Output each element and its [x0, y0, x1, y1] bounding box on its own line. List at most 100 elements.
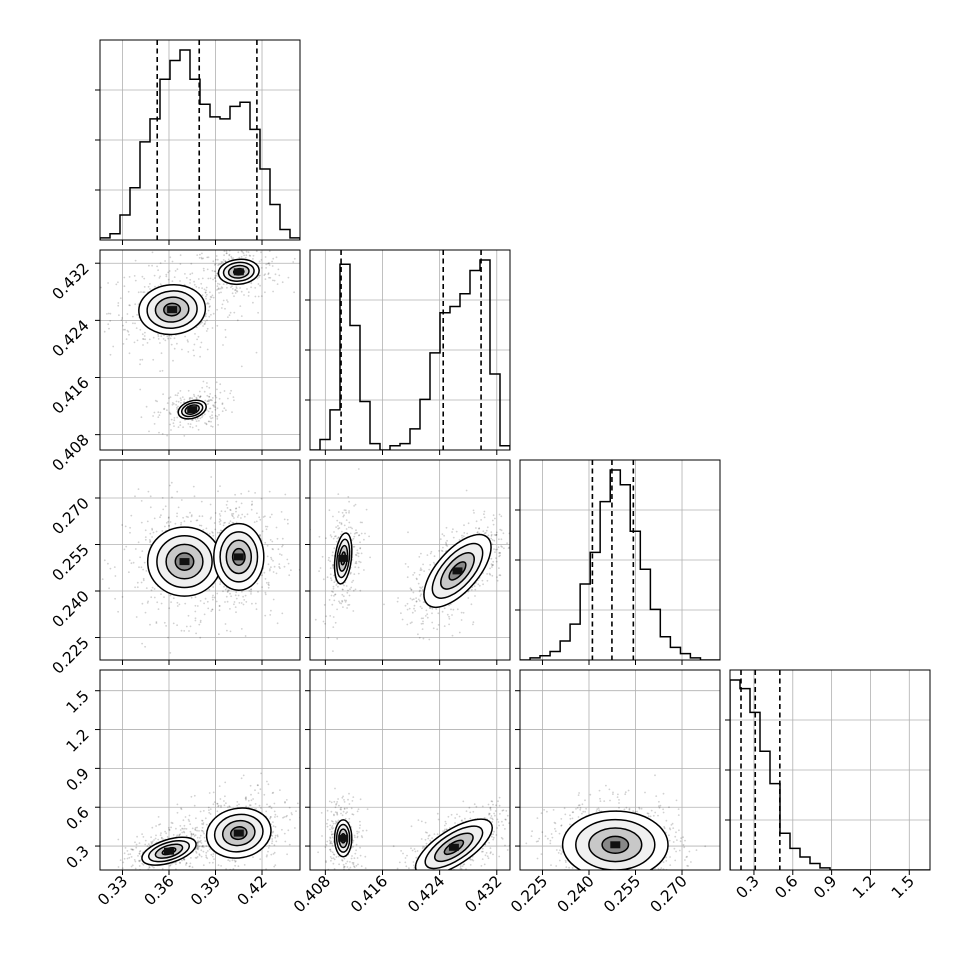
- scatter-point: [546, 810, 548, 813]
- scatter-point: [235, 507, 238, 510]
- scatter-point: [495, 531, 498, 534]
- scatter-point: [159, 411, 162, 414]
- scatter-point: [126, 877, 128, 879]
- scatter-point: [160, 514, 162, 517]
- scatter-point: [164, 830, 167, 833]
- scatter-point: [185, 862, 188, 864]
- scatter-point: [260, 267, 263, 269]
- scatter-point: [118, 314, 120, 317]
- scatter-point: [461, 865, 464, 867]
- scatter-point: [334, 621, 337, 624]
- scatter-point: [209, 295, 212, 298]
- scatter-point: [498, 804, 501, 807]
- scatter-point: [354, 842, 356, 844]
- scatter-point: [645, 886, 647, 888]
- scatter-point: [419, 586, 421, 589]
- density-peak: [233, 553, 244, 561]
- scatter-point: [281, 612, 284, 615]
- scatter-point: [326, 819, 329, 821]
- scatter-point: [451, 531, 453, 533]
- scatter-point: [512, 816, 514, 818]
- scatter-point: [191, 827, 194, 830]
- scatter-point: [127, 571, 130, 574]
- scatter-point: [141, 333, 144, 336]
- scatter-point: [409, 886, 411, 888]
- scatter-point: [442, 830, 444, 833]
- scatter-point: [343, 808, 346, 810]
- scatter-point: [419, 881, 421, 883]
- scatter-point: [201, 515, 204, 518]
- scatter-point: [100, 286, 102, 289]
- scatter-point: [183, 858, 186, 861]
- scatter-point: [487, 857, 490, 860]
- scatter-point: [491, 818, 494, 821]
- scatter-point: [491, 543, 494, 546]
- scatter-point: [501, 809, 504, 812]
- scatter-point: [211, 596, 214, 599]
- scatter-point: [196, 847, 199, 850]
- scatter-point: [577, 804, 580, 807]
- scatter-point: [267, 783, 270, 786]
- scatter-point: [431, 837, 433, 839]
- scatter-point: [455, 530, 458, 533]
- scatter-point: [506, 849, 509, 851]
- scatter-point: [182, 819, 185, 822]
- scatter-point: [171, 402, 174, 404]
- scatter-point: [213, 270, 216, 273]
- scatter-point: [336, 821, 339, 823]
- scatter-point: [235, 247, 237, 249]
- scatter-point: [634, 810, 637, 813]
- scatter-point: [490, 815, 493, 817]
- scatter-point: [348, 821, 351, 824]
- scatter-point: [179, 825, 182, 827]
- scatter-point: [623, 876, 625, 878]
- scatter-point: [152, 531, 155, 534]
- scatter-point: [564, 859, 567, 862]
- scatter-point: [338, 527, 341, 529]
- scatter-point: [357, 566, 360, 569]
- scatter-point: [355, 532, 357, 534]
- scatter-point: [132, 315, 134, 318]
- scatter-point: [169, 412, 171, 415]
- scatter-point: [172, 622, 175, 625]
- scatter-point: [98, 870, 100, 872]
- scatter-point: [219, 287, 222, 290]
- scatter-point: [271, 540, 274, 543]
- scatter-point: [413, 607, 415, 610]
- scatter-point: [227, 806, 229, 808]
- scatter-point: [264, 614, 267, 617]
- scatter-point: [144, 839, 147, 842]
- scatter-point: [266, 854, 268, 857]
- scatter-point: [195, 285, 198, 288]
- scatter-point: [167, 278, 170, 281]
- scatter-point: [168, 411, 171, 414]
- scatter-point: [427, 835, 430, 837]
- scatter-point: [357, 555, 360, 558]
- scatter-point: [226, 500, 229, 503]
- scatter-point: [330, 859, 332, 862]
- scatter-point: [207, 403, 210, 405]
- scatter-point: [241, 251, 244, 253]
- scatter-point: [218, 785, 221, 787]
- scatter-point: [172, 422, 175, 425]
- scatter-point: [475, 520, 478, 523]
- scatter-point: [354, 503, 357, 506]
- scatter-point: [612, 791, 614, 794]
- scatter-point: [491, 821, 494, 823]
- scatter-point: [207, 607, 210, 610]
- scatter-point: [192, 833, 195, 836]
- scatter-point: [240, 492, 243, 495]
- scatter-point: [332, 822, 335, 825]
- scatter-point: [227, 258, 230, 261]
- scatter-point: [425, 609, 428, 612]
- scatter-point: [183, 824, 186, 827]
- scatter-point: [199, 834, 202, 837]
- scatter-point: [183, 630, 186, 632]
- scatter-point: [478, 527, 481, 530]
- scatter-point: [137, 541, 140, 544]
- scatter-point: [670, 824, 673, 826]
- scatter-point: [459, 888, 461, 890]
- scatter-point: [107, 282, 109, 284]
- scatter-point: [141, 642, 144, 645]
- panel-grid: [310, 670, 510, 870]
